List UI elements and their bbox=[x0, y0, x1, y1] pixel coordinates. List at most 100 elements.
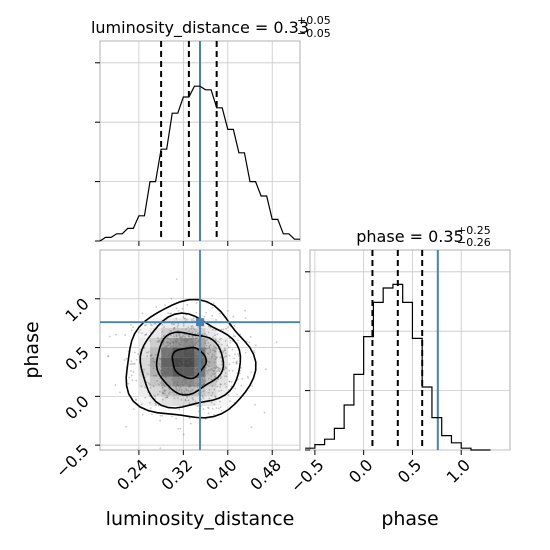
density-cell bbox=[205, 337, 217, 348]
contour-line bbox=[171, 346, 208, 380]
scatter-point bbox=[151, 413, 153, 416]
density-cell bbox=[150, 386, 162, 397]
scatter-point bbox=[178, 408, 181, 411]
scatter-point bbox=[162, 342, 164, 345]
scatter-point bbox=[173, 356, 176, 359]
scatter-point bbox=[163, 389, 166, 391]
scatter-point bbox=[196, 378, 198, 381]
scatter-point bbox=[169, 352, 171, 354]
scatter-point bbox=[108, 335, 111, 338]
scatter-point bbox=[148, 382, 150, 385]
density-cell bbox=[172, 357, 184, 368]
scatter-point bbox=[188, 344, 191, 347]
scatter-point bbox=[146, 373, 149, 375]
x-tick-label: 0.32 bbox=[158, 455, 197, 494]
contours bbox=[125, 298, 257, 419]
scatter-point bbox=[218, 338, 221, 341]
scatter-point bbox=[156, 340, 159, 343]
scatter-point bbox=[245, 340, 248, 343]
scatter-point bbox=[182, 360, 185, 363]
scatter-point bbox=[160, 366, 162, 368]
scatter-point bbox=[143, 368, 145, 371]
scatter-point bbox=[140, 403, 143, 406]
scatter-point bbox=[213, 361, 216, 364]
scatter-point bbox=[166, 345, 168, 348]
scatter-point bbox=[177, 324, 180, 327]
scatter-point bbox=[178, 362, 181, 365]
scatter-point bbox=[187, 357, 190, 360]
scatter-point bbox=[194, 352, 197, 355]
scatter-point bbox=[205, 366, 207, 369]
x-tick-label: 0.40 bbox=[202, 455, 241, 494]
scatter-point bbox=[191, 324, 194, 327]
scatter-point bbox=[144, 386, 146, 389]
scatter-point bbox=[204, 341, 207, 344]
scatter-point bbox=[135, 358, 138, 361]
scatter-point bbox=[182, 339, 185, 342]
scatter-point bbox=[218, 350, 221, 353]
scatter-point bbox=[216, 347, 218, 350]
scatter-point bbox=[159, 419, 162, 422]
scatter-point bbox=[175, 278, 178, 281]
scatter-point bbox=[182, 324, 185, 327]
scatter-point bbox=[184, 317, 187, 320]
ticks bbox=[95, 298, 273, 455]
scatter-point bbox=[211, 328, 214, 331]
scatter-point bbox=[166, 396, 169, 398]
scatter-point bbox=[265, 368, 267, 371]
scatter-point bbox=[244, 309, 246, 312]
scatter-point bbox=[130, 360, 132, 363]
scatter-point bbox=[211, 368, 214, 371]
title-eq: = bbox=[405, 227, 429, 246]
scatter-point bbox=[188, 366, 191, 369]
scatter-point bbox=[187, 361, 190, 364]
scatter-point bbox=[161, 372, 163, 374]
scatter-point bbox=[185, 362, 188, 365]
scatter-point bbox=[237, 355, 240, 357]
scatter-point bbox=[154, 353, 157, 356]
scatter-point bbox=[183, 333, 186, 336]
scatter-point bbox=[171, 370, 174, 373]
scatter-point bbox=[211, 306, 214, 309]
scatter-point bbox=[182, 362, 184, 365]
scatter-point bbox=[180, 338, 183, 341]
scatter-point bbox=[275, 341, 278, 343]
scatter-point bbox=[184, 357, 186, 360]
scatter-point bbox=[177, 397, 179, 400]
scatter-point bbox=[178, 368, 180, 371]
scatter-point bbox=[219, 375, 222, 378]
scatter-point bbox=[127, 382, 130, 385]
scatter-point bbox=[185, 389, 188, 392]
density-cell bbox=[161, 328, 173, 338]
scatter-point bbox=[164, 373, 167, 376]
scatter-point bbox=[213, 370, 215, 372]
density-cell bbox=[161, 318, 173, 329]
scatter-point bbox=[168, 357, 171, 359]
scatter-point bbox=[189, 352, 192, 354]
scatter-point bbox=[195, 373, 197, 375]
scatter-point bbox=[246, 375, 249, 378]
scatter-point bbox=[161, 392, 164, 394]
scatter-point bbox=[202, 380, 205, 383]
scatter-point bbox=[204, 339, 207, 342]
scatter-point bbox=[149, 323, 152, 326]
scatter-point bbox=[224, 382, 226, 385]
scatter-point bbox=[174, 356, 177, 359]
scatter-point bbox=[163, 347, 166, 349]
scatter-point bbox=[192, 351, 194, 354]
scatter-point bbox=[203, 383, 206, 386]
scatter-point bbox=[203, 375, 205, 378]
scatter-point bbox=[184, 398, 187, 401]
scatter-point bbox=[163, 385, 166, 388]
scatter-point bbox=[158, 363, 161, 366]
scatter-point bbox=[188, 385, 191, 388]
density-cell bbox=[205, 386, 217, 397]
scatter-point bbox=[193, 367, 196, 370]
density-cell bbox=[138, 347, 150, 358]
scatter-point bbox=[215, 319, 218, 321]
scatter-point bbox=[176, 367, 178, 370]
scatter-point bbox=[166, 341, 169, 344]
scatter-point bbox=[161, 324, 164, 326]
scatter-point bbox=[164, 304, 166, 307]
density-cell bbox=[216, 328, 228, 338]
